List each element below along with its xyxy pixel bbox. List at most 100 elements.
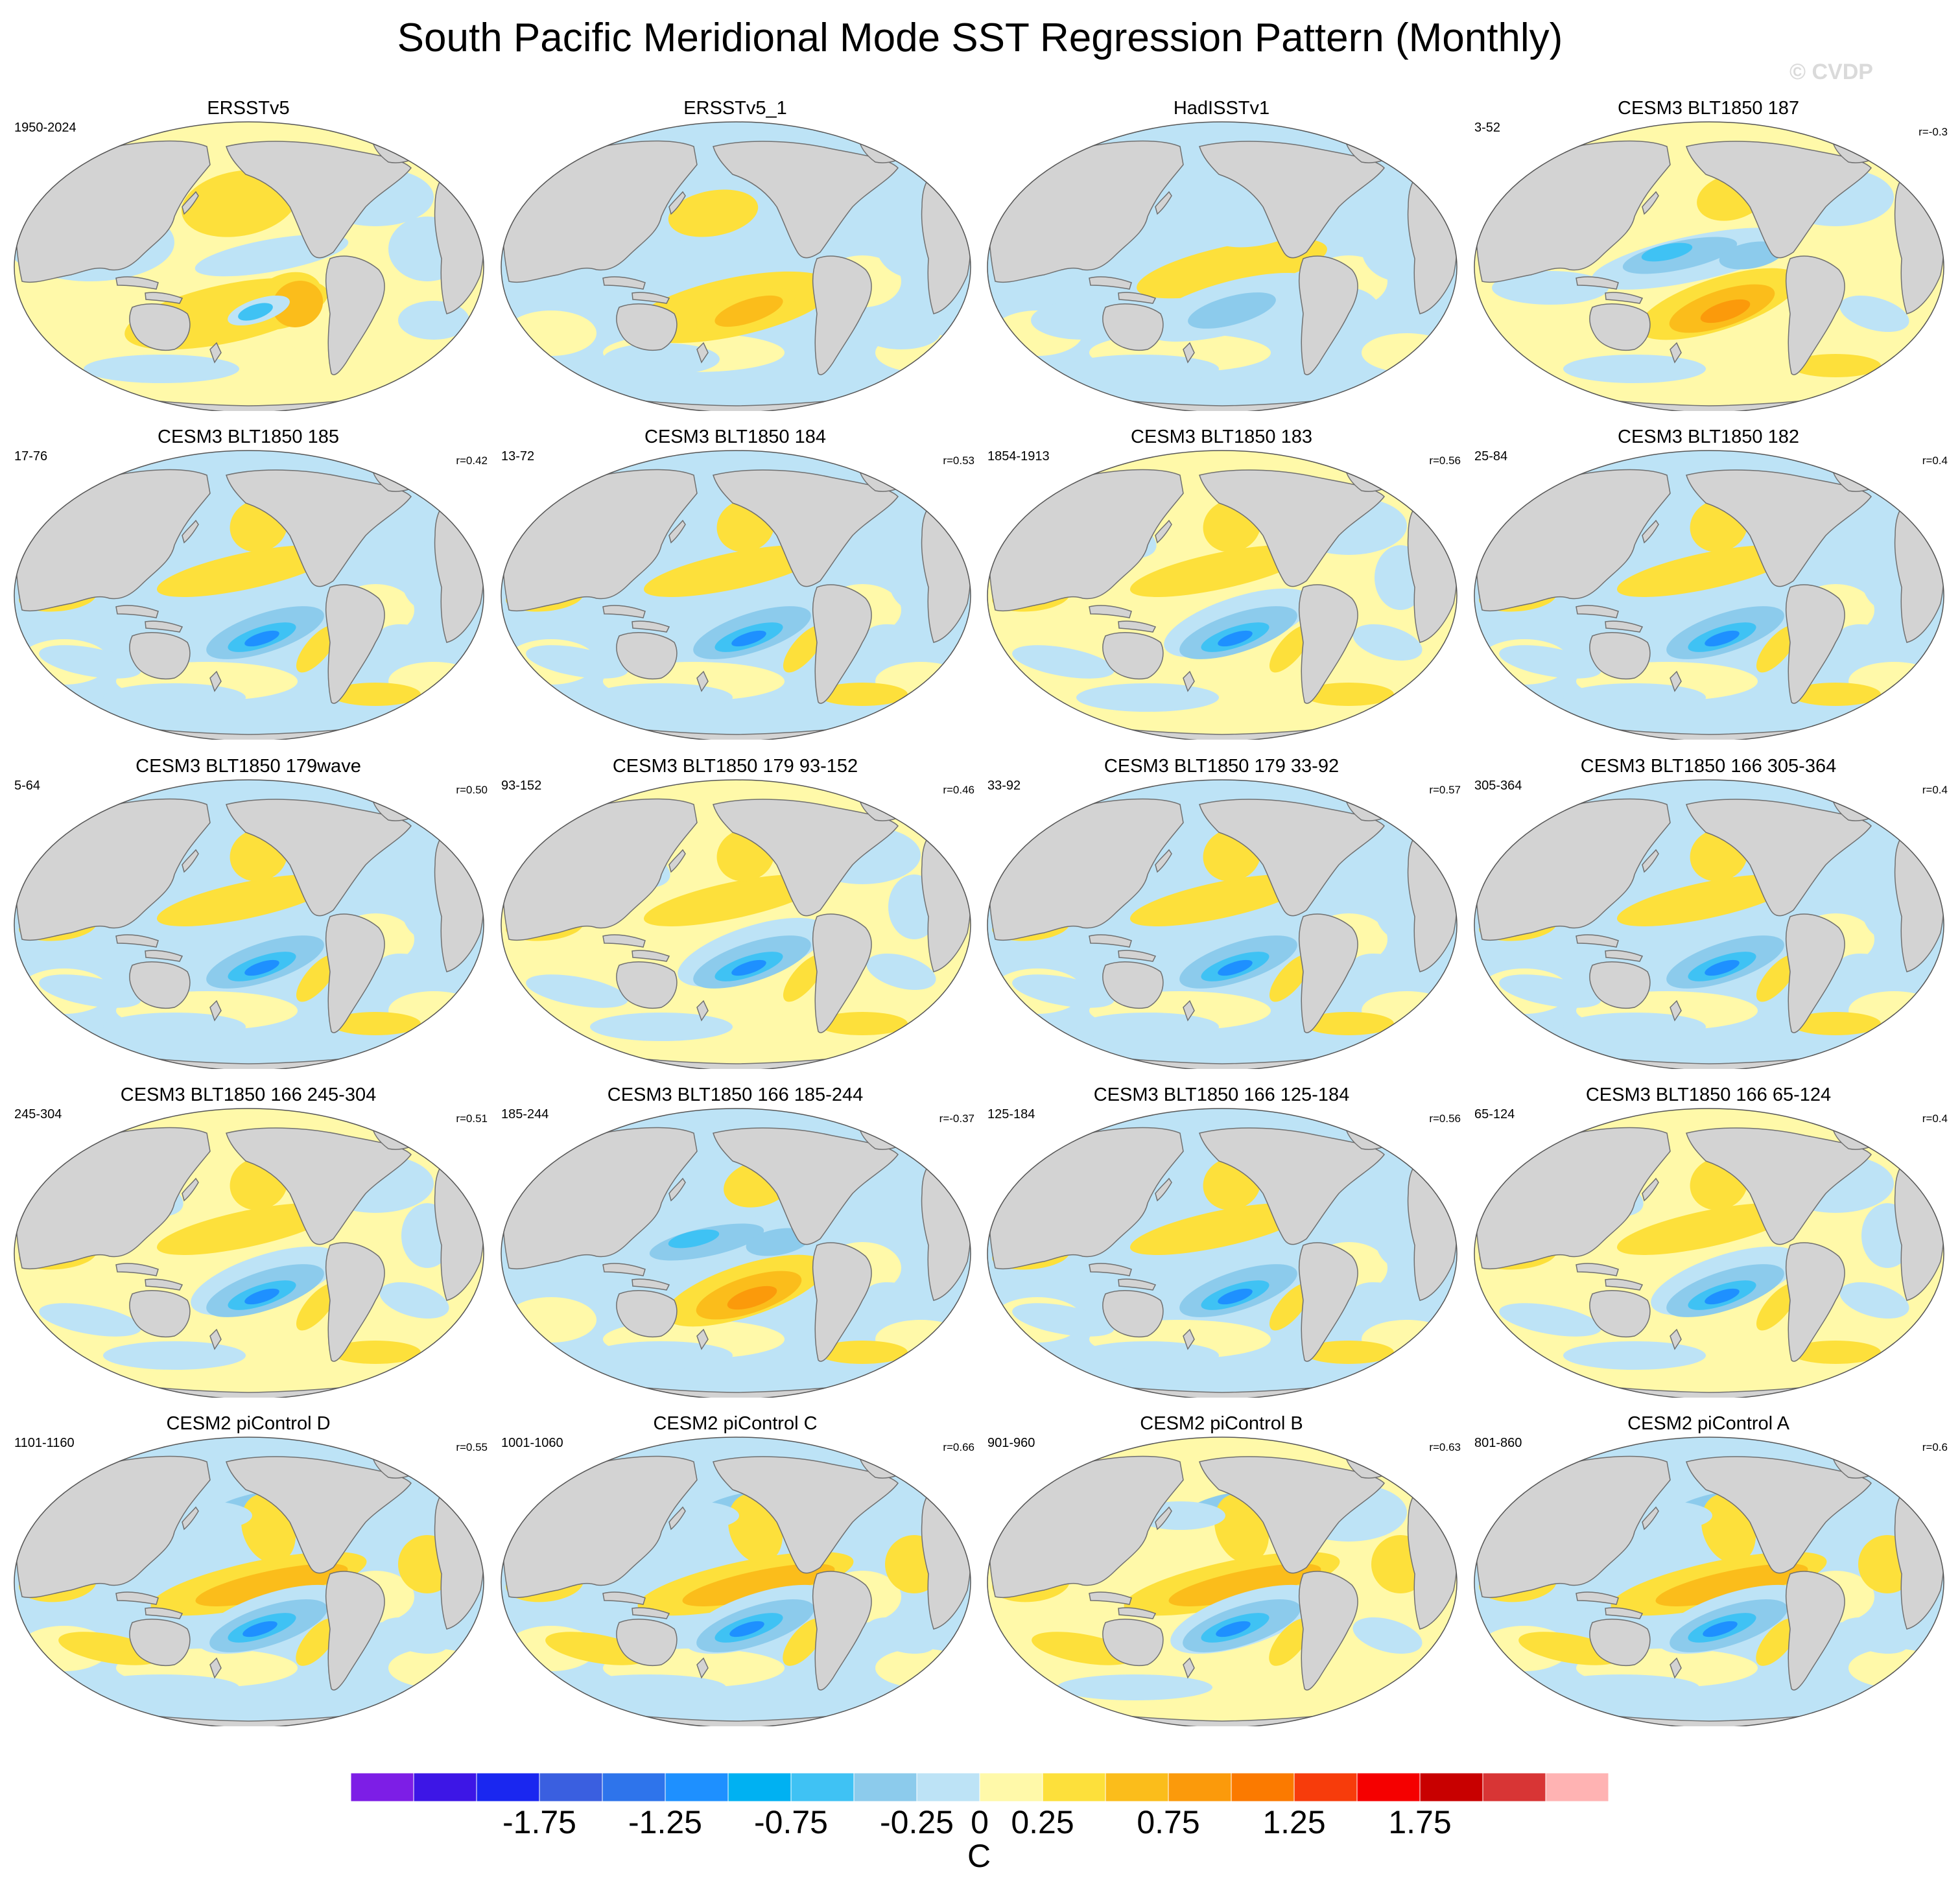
colorbar-tick-label: -0.75 [754, 1804, 828, 1840]
colorbar-swatch [413, 1772, 477, 1802]
world-map [501, 1108, 971, 1398]
map-panel: ERSSTv5 1950-2024 [5, 96, 491, 420]
panel-years: 93-152 [501, 779, 542, 793]
panel-pattern-correlation: r=0.50 [456, 784, 488, 796]
panel-title: CESM3 BLT1850 182 [1618, 427, 1799, 447]
panel-pattern-correlation: r=0.51 [456, 1112, 488, 1125]
colorbar-swatch [602, 1772, 666, 1802]
panel-years: 1001-1060 [501, 1436, 563, 1450]
colorbar-swatch [790, 1772, 855, 1802]
panel-title: ERSSTv5 [207, 98, 290, 119]
colorbar-tick-label: 0.75 [1137, 1804, 1200, 1840]
panel-title: CESM3 BLT1850 183 [1131, 427, 1312, 447]
map-panel: CESM3 BLT1850 182 25-84 r=0.4 [1465, 425, 1952, 749]
map-boundary [501, 1437, 971, 1726]
world-map [987, 450, 1458, 740]
colorbar-swatch [476, 1772, 540, 1802]
map-boundary [501, 1108, 971, 1398]
sst-regression-field [987, 122, 1457, 411]
sst-regression-field [501, 122, 971, 411]
colorbar-swatch [979, 1772, 1043, 1802]
panel-years: 65-124 [1474, 1107, 1515, 1121]
map-boundary [14, 779, 484, 1069]
map-boundary [987, 779, 1458, 1069]
map-boundary [987, 1437, 1458, 1726]
panel-years: 125-184 [987, 1107, 1035, 1121]
panel-pattern-correlation: r=0.53 [943, 454, 974, 467]
panel-years: 25-84 [1474, 449, 1508, 463]
panel-title: CESM2 piControl D [166, 1413, 331, 1434]
map-boundary [1474, 779, 1944, 1069]
world-map [1474, 1437, 1944, 1726]
panel-pattern-correlation: r=-0.3 [1919, 126, 1948, 138]
map-boundary [1474, 121, 1944, 411]
panel-title: CESM3 BLT1850 166 65-124 [1585, 1085, 1832, 1105]
sst-regression-field [987, 1437, 1457, 1726]
panel-pattern-correlation: r=0.42 [456, 454, 488, 467]
colorbar-tick-label: 0 [971, 1804, 989, 1840]
world-map [1474, 450, 1944, 740]
map-boundary [1474, 1437, 1944, 1726]
panel-title: CESM3 BLT1850 185 [158, 427, 339, 447]
panel-years: 1854-1913 [987, 449, 1050, 463]
world-map [14, 1437, 484, 1726]
colorbar-swatch [1419, 1772, 1483, 1802]
map-panel: CESM3 BLT1850 179wave 5-64 r=0.50 [5, 754, 491, 1078]
colorbar-swatch [853, 1772, 917, 1802]
panel-title: CESM3 BLT1850 179 93-152 [612, 756, 858, 777]
colorbar-swatch [1356, 1772, 1421, 1802]
panel-years: 5-64 [14, 779, 41, 793]
panel-pattern-correlation: r=0.66 [943, 1441, 974, 1453]
map-panel: CESM3 BLT1850 166 185-244 185-244 r=-0.37 [492, 1083, 978, 1407]
colorbar-tick-label: -0.25 [880, 1804, 954, 1840]
map-panel: ERSSTv5_1 [492, 96, 978, 420]
colorbar-tick-label: -1.75 [502, 1804, 576, 1840]
panel-years: 17-76 [14, 449, 48, 463]
colorbar-swatch [1168, 1772, 1232, 1802]
panel-title: CESM3 BLT1850 179 33-92 [1104, 756, 1340, 777]
colorbar-swatch [1105, 1772, 1169, 1802]
colorbar [350, 1772, 1609, 1802]
sst-regression-field [14, 780, 484, 1069]
sst-regression-field [14, 122, 484, 411]
panel-pattern-correlation: r=0.6 [1922, 1441, 1948, 1453]
panel-title: CESM3 BLT1850 166 185-244 [607, 1085, 864, 1105]
colorbar-swatch [350, 1772, 414, 1802]
sst-regression-field [1474, 122, 1944, 411]
panel-title: HadISSTv1 [1173, 98, 1270, 119]
colorbar-swatch [665, 1772, 729, 1802]
colorbar-tick-label: 0.25 [1011, 1804, 1074, 1840]
map-panel: CESM3 BLT1850 166 245-304 245-304 r=0.51 [5, 1083, 491, 1407]
world-map [14, 121, 484, 411]
cvdp-watermark: © CVDP [1789, 60, 1873, 84]
map-panel: CESM3 BLT1850 179 33-92 33-92 r=0.57 [978, 754, 1465, 1078]
world-map [501, 450, 971, 740]
panel-years: 801-860 [1474, 1436, 1522, 1450]
colorbar-units: C [967, 1838, 991, 1874]
map-panel: CESM2 piControl A 801-860 r=0.6 [1465, 1411, 1952, 1735]
sst-regression-field [1474, 1109, 1944, 1398]
panel-years: 1950-2024 [14, 121, 77, 135]
map-boundary [14, 1108, 484, 1398]
panel-title: CESM3 BLT1850 187 [1618, 98, 1799, 119]
world-map [14, 450, 484, 740]
world-map [987, 1108, 1458, 1398]
world-map [501, 121, 971, 411]
map-boundary [987, 121, 1458, 411]
colorbar-tick-label: 1.25 [1262, 1804, 1326, 1840]
panel-title: CESM2 piControl A [1627, 1413, 1789, 1434]
map-panel: HadISSTv1 [978, 96, 1465, 420]
sst-regression-field [501, 1437, 971, 1726]
panel-title: CESM3 BLT1850 166 245-304 [120, 1085, 377, 1105]
panel-years: 3-52 [1474, 121, 1501, 135]
world-map [501, 779, 971, 1069]
map-panel: CESM2 piControl B 901-960 r=0.63 [978, 1411, 1465, 1735]
figure-title: South Pacific Meridional Mode SST Regres… [397, 16, 1563, 60]
sst-regression-field [501, 1109, 971, 1398]
colorbar-swatch [1042, 1772, 1106, 1802]
map-boundary [14, 450, 484, 740]
colorbar-swatch [1482, 1772, 1546, 1802]
colorbar-swatch [1293, 1772, 1358, 1802]
panel-years: 185-244 [501, 1107, 549, 1121]
colorbar-swatch [1545, 1772, 1609, 1802]
